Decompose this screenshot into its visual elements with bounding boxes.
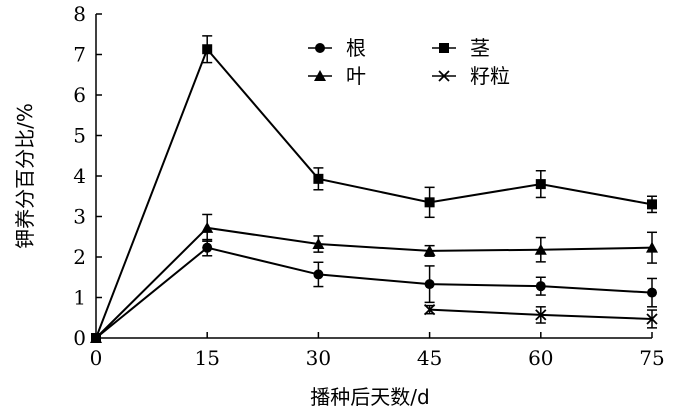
series-line: [95, 246, 653, 339]
data-point: [647, 287, 657, 298]
series-4: [423, 304, 658, 329]
x-axis-title: 播种后天数/d: [310, 385, 429, 409]
legend-marker: [314, 70, 326, 81]
x-tick-label: 0: [90, 346, 103, 370]
y-tick-label: 8: [73, 2, 86, 26]
data-point: [424, 279, 435, 290]
legend-item: 叶: [308, 64, 366, 88]
y-tick-label: 5: [73, 124, 86, 148]
series-line: [95, 226, 653, 339]
data-point: [535, 281, 546, 292]
legend-marker: [438, 70, 450, 82]
series-1: [91, 238, 657, 343]
legend-label: 叶: [346, 64, 366, 88]
legend-marker: [439, 43, 449, 53]
y-tick-label: 2: [73, 245, 86, 269]
data-point: [90, 332, 102, 343]
data-point: [535, 179, 546, 190]
data-point: [202, 242, 213, 253]
x-tick-label: 15: [194, 346, 219, 370]
y-tick-label: 3: [73, 205, 86, 229]
data-point: [313, 269, 324, 280]
data-point: [312, 238, 325, 250]
legend-item: 茎: [432, 36, 490, 60]
x-tick-label: 45: [417, 346, 442, 370]
legend-label: 根: [346, 36, 366, 60]
series-2: [91, 35, 657, 343]
data-point: [313, 173, 324, 184]
legend-item: 根: [308, 36, 366, 60]
data-point: [202, 44, 213, 55]
series-3: [90, 213, 658, 343]
legend: 根 茎叶 籽粒: [308, 36, 510, 88]
y-tick-label: 1: [73, 286, 86, 310]
data-point: [423, 244, 436, 256]
y-axis-title: 钾养分百分比/%: [13, 103, 37, 249]
x-tick-label: 60: [528, 346, 553, 370]
data-point: [424, 197, 435, 208]
data-point: [535, 309, 547, 321]
data-point: [646, 241, 658, 253]
legend-label: 茎: [470, 36, 490, 60]
x-tick-label: 30: [306, 346, 331, 370]
data-point: [201, 221, 214, 233]
y-tick-label: 6: [73, 83, 86, 107]
data-point: [647, 199, 657, 210]
y-tick-label: 0: [73, 326, 86, 350]
x-tick-label: 75: [639, 346, 664, 370]
data-point: [534, 243, 547, 255]
legend-label: 籽粒: [470, 64, 510, 88]
series-line: [95, 47, 653, 339]
series-layer: [90, 35, 658, 343]
legend-item: 籽粒: [432, 64, 510, 88]
legend-marker: [315, 43, 325, 53]
data-point: [646, 313, 658, 325]
y-tick-label: 4: [73, 164, 86, 188]
y-tick-label: 7: [73, 43, 86, 67]
data-point: [423, 304, 436, 316]
